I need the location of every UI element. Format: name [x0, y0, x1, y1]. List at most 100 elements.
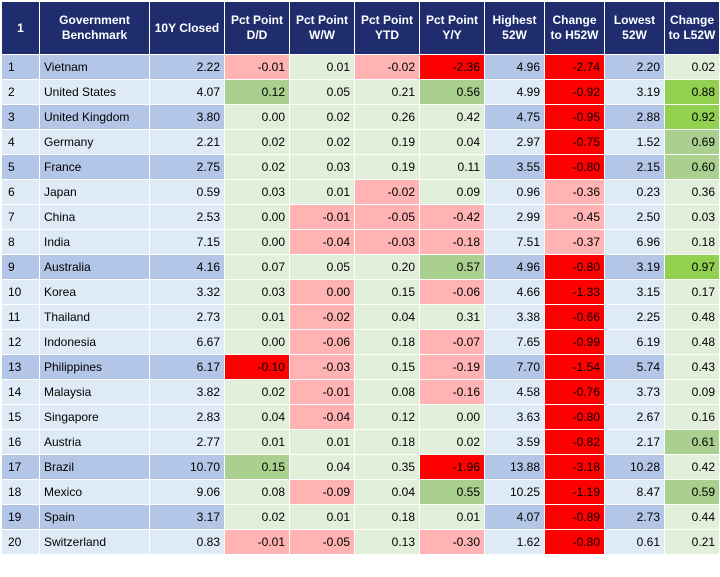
l52-cell: 2.50: [604, 204, 665, 230]
table-row[interactable]: 19 Spain 3.17 0.02 0.01 0.18 0.01 4.07 -0.89 2.73…: [1, 504, 720, 530]
yy-cell: -0.42: [419, 204, 485, 230]
ytd-cell: 0.08: [354, 379, 420, 405]
header-yy[interactable]: Pct Point Y/Y: [419, 1, 485, 55]
row-index: 16: [1, 429, 40, 455]
cl52-cell: 0.43: [664, 354, 720, 380]
yy-cell: -0.16: [419, 379, 485, 405]
table-row[interactable]: 11 Thailand 2.73 0.01 -0.02 0.04 0.31 3.38 -0.66…: [1, 304, 720, 330]
ch52-cell: -0.76: [544, 379, 605, 405]
header-cl52[interactable]: Change to L52W: [664, 1, 720, 55]
table-row[interactable]: 6 Japan 0.59 0.03 0.01 -0.02 0.09 0.96 -0.36 0.23…: [1, 179, 720, 205]
closed-cell: 3.17: [149, 504, 225, 530]
yy-cell: 0.00: [419, 404, 485, 430]
yy-cell: 0.02: [419, 429, 485, 455]
yy-cell: 0.11: [419, 154, 485, 180]
ytd-cell: 0.13: [354, 529, 420, 555]
table-row[interactable]: 9 Australia 4.16 0.07 0.05 0.20 0.57 4.96 -0.80 3…: [1, 254, 720, 280]
l52-cell: 0.23: [604, 179, 665, 205]
table-row[interactable]: 15 Singapore 2.83 0.04 -0.04 0.12 0.00 3.63 -0.8…: [1, 404, 720, 430]
table-row[interactable]: 16 Austria 2.77 0.01 0.01 0.18 0.02 3.59 -0.82 2.…: [1, 429, 720, 455]
ytd-cell: -0.02: [354, 54, 420, 80]
ytd-cell: -0.02: [354, 179, 420, 205]
l52-cell: 3.73: [604, 379, 665, 405]
cl52-cell: 0.97: [664, 254, 720, 280]
header-ch52[interactable]: Change to H52W: [544, 1, 605, 55]
country-cell: Japan: [39, 179, 150, 205]
table-row[interactable]: 1 Vietnam 2.22 -0.01 0.01 -0.02 -2.36 4.96 -2.74…: [1, 54, 720, 80]
header-l52[interactable]: Lowest 52W: [604, 1, 665, 55]
table-row[interactable]: 20 Switzerland 0.83 -0.01 -0.05 0.13 -0.30 1.62…: [1, 529, 720, 555]
yy-cell: 0.01: [419, 504, 485, 530]
ch52-cell: -1.19: [544, 479, 605, 505]
closed-cell: 0.59: [149, 179, 225, 205]
ytd-cell: 0.18: [354, 429, 420, 455]
h52-cell: 10.25: [484, 479, 545, 505]
yy-cell: 0.42: [419, 104, 485, 130]
ww-cell: 0.01: [289, 429, 355, 455]
yy-cell: -0.30: [419, 529, 485, 555]
row-index: 3: [1, 104, 40, 130]
ytd-cell: 0.15: [354, 354, 420, 380]
h52-cell: 2.99: [484, 204, 545, 230]
ww-cell: -0.01: [289, 379, 355, 405]
h52-cell: 4.75: [484, 104, 545, 130]
ww-cell: 0.02: [289, 129, 355, 155]
header-benchmark[interactable]: Government Benchmark: [39, 1, 150, 55]
h52-cell: 3.59: [484, 429, 545, 455]
header-index[interactable]: 1: [1, 1, 40, 55]
row-index: 15: [1, 404, 40, 430]
country-cell: Malaysia: [39, 379, 150, 405]
dd-cell: 0.03: [224, 179, 290, 205]
ww-cell: 0.03: [289, 154, 355, 180]
table-row[interactable]: 4 Germany 2.21 0.02 0.02 0.19 0.04 2.97 -0.75 1.5…: [1, 129, 720, 155]
table-row[interactable]: 7 China 2.53 0.00 -0.01 -0.05 -0.42 2.99 -0.45 2.…: [1, 204, 720, 230]
closed-cell: 0.83: [149, 529, 225, 555]
ww-cell: -0.09: [289, 479, 355, 505]
table-row[interactable]: 2 United States 4.07 0.12 0.05 0.21 0.56 4.99 -0…: [1, 79, 720, 105]
header-ytd[interactable]: Pct Point YTD: [354, 1, 420, 55]
ch52-cell: -0.45: [544, 204, 605, 230]
l52-cell: 5.74: [604, 354, 665, 380]
ww-cell: -0.04: [289, 229, 355, 255]
row-index: 12: [1, 329, 40, 355]
dd-cell: -0.10: [224, 354, 290, 380]
table-row[interactable]: 18 Mexico 9.06 0.08 -0.09 0.04 0.55 10.25 -1.19 8…: [1, 479, 720, 505]
yy-cell: 0.55: [419, 479, 485, 505]
table-row[interactable]: 13 Philippines 6.17 -0.10 -0.03 0.15 -0.19 7.70…: [1, 354, 720, 380]
ww-cell: 0.02: [289, 104, 355, 130]
country-cell: Australia: [39, 254, 150, 280]
benchmark-table: 1 Government Benchmark 10Y Closed Pct Po…: [1, 1, 720, 555]
closed-cell: 2.53: [149, 204, 225, 230]
table-row[interactable]: 12 Indonesia 6.67 0.00 -0.06 0.18 -0.07 7.65 -0.…: [1, 329, 720, 355]
header-closed[interactable]: 10Y Closed: [149, 1, 225, 55]
h52-cell: 1.62: [484, 529, 545, 555]
table-row[interactable]: 3 United Kingdom 3.80 0.00 0.02 0.26 0.42 4.75-…: [1, 104, 720, 130]
h52-cell: 4.99: [484, 79, 545, 105]
cl52-cell: 0.09: [664, 379, 720, 405]
ch52-cell: -0.80: [544, 529, 605, 555]
dd-cell: 0.02: [224, 154, 290, 180]
dd-cell: 0.07: [224, 254, 290, 280]
cl52-cell: 0.03: [664, 204, 720, 230]
ch52-cell: -0.37: [544, 229, 605, 255]
header-h52[interactable]: Highest 52W: [484, 1, 545, 55]
ww-cell: 0.01: [289, 179, 355, 205]
table-row[interactable]: 10 Korea 3.32 0.03 0.00 0.15 -0.06 4.66 -1.33 3.1…: [1, 279, 720, 305]
row-index: 1: [1, 54, 40, 80]
yy-cell: 0.56: [419, 79, 485, 105]
table-row[interactable]: 17 Brazil 10.70 0.15 0.04 0.35 -1.96 13.88 -3.18…: [1, 454, 720, 480]
table-row[interactable]: 14 Malaysia 3.82 0.02 -0.01 0.08 -0.16 4.58 -0.7…: [1, 379, 720, 405]
table-row[interactable]: 8 India 7.15 0.00 -0.04 -0.03 -0.18 7.51 -0.37 6.…: [1, 229, 720, 255]
dd-cell: 0.01: [224, 304, 290, 330]
l52-cell: 3.19: [604, 254, 665, 280]
country-cell: Switzerland: [39, 529, 150, 555]
dd-cell: 0.15: [224, 454, 290, 480]
closed-cell: 3.32: [149, 279, 225, 305]
header-dd[interactable]: Pct Point D/D: [224, 1, 290, 55]
cl52-cell: 0.48: [664, 304, 720, 330]
cl52-cell: 0.69: [664, 129, 720, 155]
row-index: 6: [1, 179, 40, 205]
header-ww[interactable]: Pct Point W/W: [289, 1, 355, 55]
ytd-cell: 0.19: [354, 154, 420, 180]
table-row[interactable]: 5 France 2.75 0.02 0.03 0.19 0.11 3.55 -0.80 2.15…: [1, 154, 720, 180]
